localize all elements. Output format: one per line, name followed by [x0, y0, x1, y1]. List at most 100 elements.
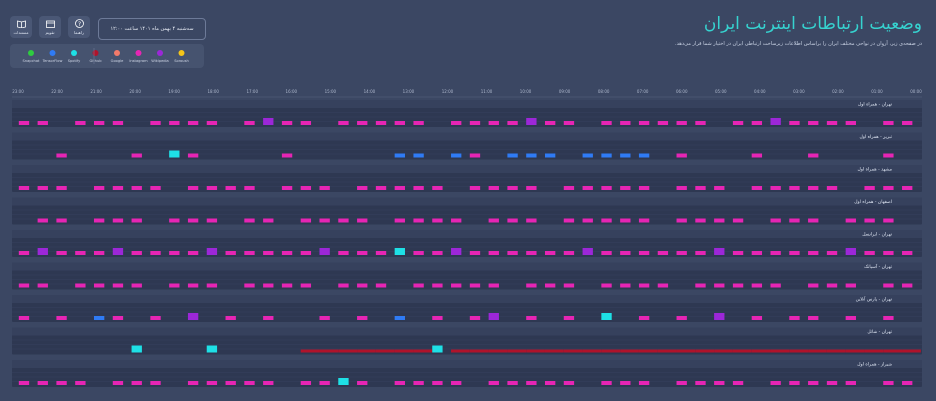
status-bar	[507, 121, 518, 125]
status-bar	[281, 283, 293, 288]
status-bar	[469, 186, 481, 190]
status-bar	[225, 251, 236, 255]
status-bar	[638, 381, 650, 385]
time-label: 21:00	[90, 89, 102, 94]
status-bar	[826, 121, 838, 125]
status-bar	[601, 186, 612, 190]
status-bar	[601, 153, 612, 158]
legend-swatch	[114, 50, 120, 56]
status-bar	[695, 218, 706, 223]
status-bar	[37, 121, 48, 125]
status-bar	[902, 283, 913, 288]
status-bar	[281, 121, 293, 125]
row-label: تهران - شاتل	[867, 330, 892, 335]
status-bar	[808, 316, 819, 320]
status-bar	[225, 186, 236, 190]
status-bar	[826, 251, 838, 255]
status-bar	[826, 186, 838, 190]
status-bar	[770, 118, 781, 125]
status-bar	[808, 186, 819, 190]
status-bar	[751, 283, 763, 288]
status-bar	[507, 218, 518, 223]
time-label: 22:00	[51, 89, 63, 94]
status-bar	[75, 121, 86, 125]
status-bar	[620, 153, 631, 158]
status-bar	[281, 251, 293, 255]
status-bar	[883, 186, 894, 190]
date-display[interactable]: سه‌شنبه ۴ بهمن ماه ۱۴۰۱ ساعت ۱۲:۰۰	[98, 18, 206, 40]
status-bar	[37, 381, 48, 385]
row-label: تبریز - همراه اول	[859, 135, 892, 140]
status-bar	[169, 218, 180, 223]
docs-button[interactable]: مستندات	[10, 16, 32, 38]
status-bar	[338, 218, 349, 223]
status-bar	[56, 153, 67, 158]
calendar-button[interactable]: تقویم	[39, 16, 61, 38]
status-bar	[563, 349, 583, 353]
status-bar	[732, 218, 744, 223]
status-bar	[187, 283, 199, 288]
time-label: 09:00	[559, 89, 571, 94]
button-label: مستندات	[13, 29, 29, 35]
status-bar	[357, 283, 368, 288]
status-bar	[620, 121, 631, 125]
legend-swatch	[49, 50, 56, 56]
status-bar	[526, 251, 537, 255]
status-bar	[300, 186, 312, 190]
status-bar	[112, 121, 124, 125]
status-bar	[544, 153, 556, 158]
status-bar	[676, 251, 687, 255]
status-bar	[413, 381, 424, 385]
status-bar	[206, 218, 218, 223]
status-bar	[601, 121, 612, 125]
status-bar	[582, 218, 593, 223]
status-bar	[526, 218, 537, 223]
status-bar	[432, 218, 443, 223]
status-bar	[93, 218, 105, 223]
row-header	[12, 100, 922, 108]
status-bar	[601, 381, 612, 385]
help-button[interactable]: ? راهنما	[68, 16, 90, 38]
status-bar	[112, 316, 124, 320]
status-bar	[883, 349, 903, 353]
status-bar	[544, 381, 556, 385]
status-bar	[789, 186, 800, 190]
status-bar	[657, 283, 669, 288]
status-bar	[676, 316, 687, 320]
status-bar	[56, 381, 67, 385]
status-bar	[845, 248, 856, 255]
status-bar	[319, 186, 330, 190]
status-bar	[93, 316, 105, 320]
status-bar	[432, 283, 443, 288]
status-bar	[18, 186, 30, 190]
status-bar	[469, 349, 489, 353]
status-bar	[864, 251, 875, 255]
status-bar	[732, 121, 744, 125]
status-bar	[413, 186, 424, 190]
time-label: 06:00	[676, 89, 688, 94]
status-bar	[357, 186, 368, 190]
status-bar	[432, 345, 443, 353]
status-bar	[169, 121, 180, 125]
status-bar	[112, 218, 124, 223]
legend-swatch	[135, 50, 142, 56]
status-bar	[206, 186, 218, 190]
status-bar	[18, 381, 30, 385]
status-bar	[732, 283, 744, 288]
time-label: 12:00	[442, 89, 454, 94]
status-bar	[206, 381, 218, 385]
status-bar	[770, 349, 790, 353]
status-bar	[676, 349, 696, 353]
status-bar	[338, 251, 349, 255]
status-bar	[206, 121, 218, 125]
status-bar	[883, 153, 894, 158]
status-bar	[544, 283, 556, 288]
status-bar	[169, 150, 180, 158]
row-label: تهران - همراه اول	[858, 103, 893, 108]
status-bar	[526, 349, 545, 353]
status-bar	[131, 186, 142, 190]
status-bar	[206, 345, 218, 353]
status-bar	[808, 121, 819, 125]
status-bar	[18, 316, 30, 320]
status-bar	[507, 381, 518, 385]
